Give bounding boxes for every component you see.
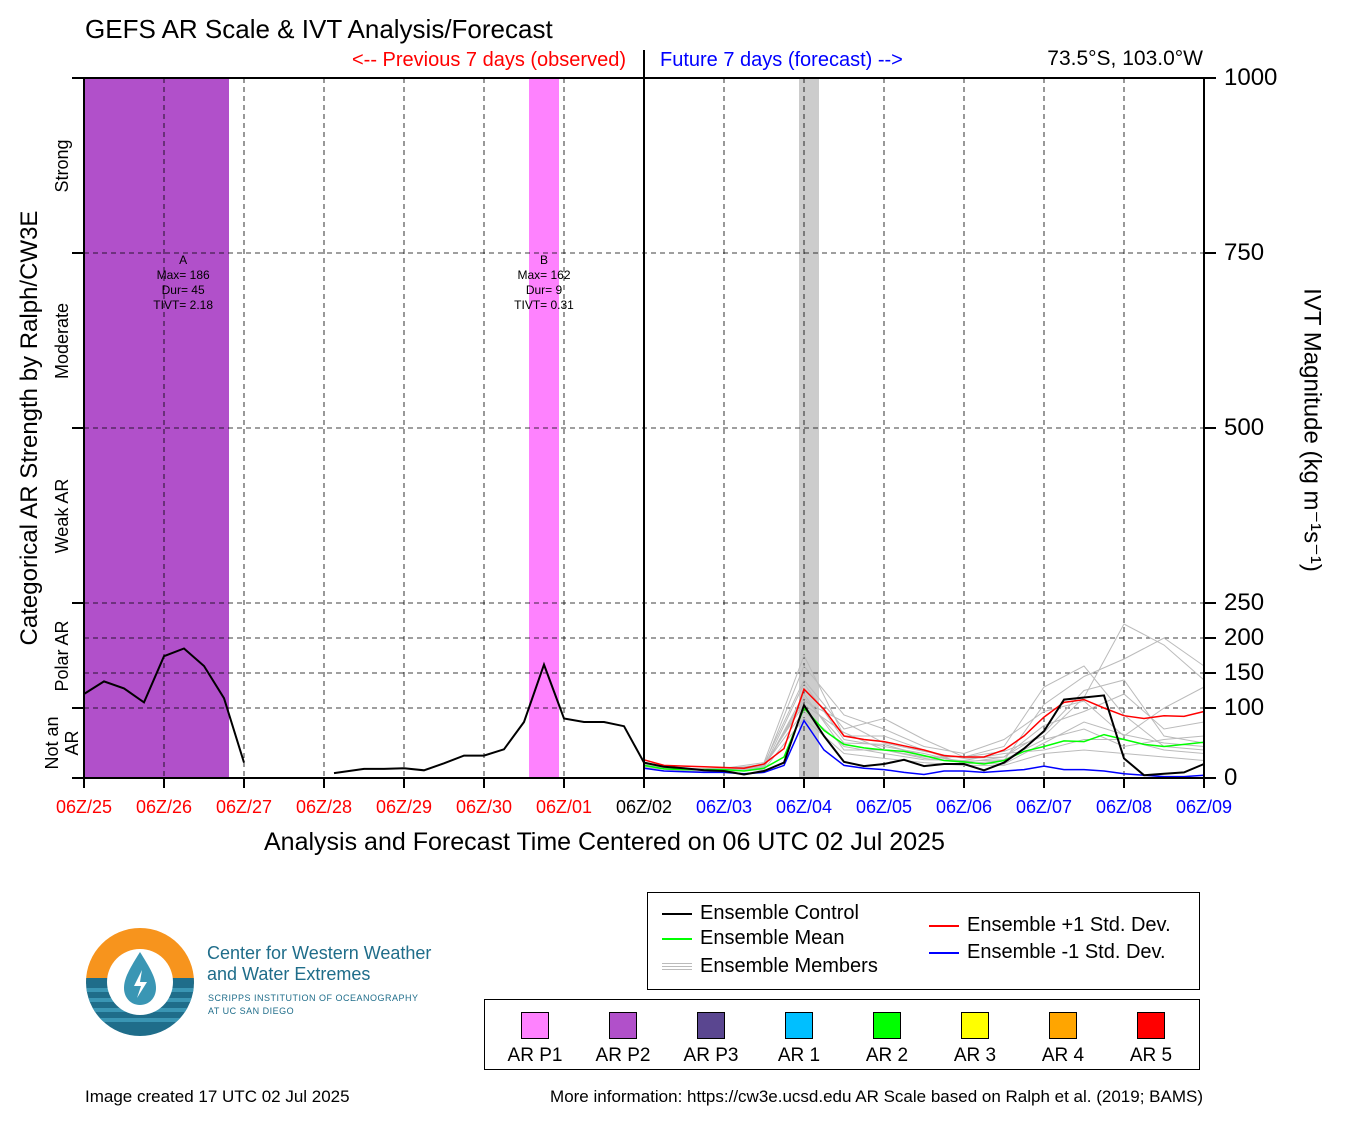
location-label: 73.5°S, 103.0°W bbox=[1047, 47, 1203, 70]
ensemble-control-line-seg1 bbox=[83, 647, 245, 763]
ar-scale-swatch bbox=[697, 1012, 725, 1039]
x-tick-label: 06Z/25 bbox=[55, 797, 113, 817]
y-tick-label: 250 bbox=[1224, 589, 1265, 616]
y-tick-label: 200 bbox=[1224, 624, 1265, 651]
ar-scale-label: AR 4 bbox=[1041, 1045, 1085, 1066]
x-tick-label: 06Z/04 bbox=[775, 797, 833, 817]
y-tick-label: 0 bbox=[1224, 764, 1238, 791]
category-label: Weak AR bbox=[52, 478, 72, 553]
y-tick-label: 100 bbox=[1224, 694, 1265, 721]
x-tick-label: 06Z/27 bbox=[215, 797, 273, 817]
logo-sub-line1: SCRIPPS INSTITUTION OF OCEANOGRAPHY bbox=[208, 993, 419, 1003]
y-tick-label: 500 bbox=[1224, 414, 1265, 441]
x-tick-label: 06Z/29 bbox=[375, 797, 433, 817]
ensemble-member-line-4 bbox=[643, 710, 1205, 771]
y-tick-label: 1000 bbox=[1224, 64, 1278, 91]
footer-created: Image created 17 UTC 02 Jul 2025 bbox=[85, 1087, 350, 1106]
ar-scale-swatch bbox=[1137, 1012, 1165, 1039]
ar-scale-swatch bbox=[1049, 1012, 1077, 1039]
y-axis-label-left: Categorical AR Strength by Ralph/CW3E bbox=[16, 210, 43, 646]
x-tick-label: 06Z/02 bbox=[615, 797, 673, 817]
x-tick-label: 06Z/09 bbox=[1175, 797, 1233, 817]
legend-minus-std-label: Ensemble -1 Std. Dev. bbox=[967, 941, 1166, 963]
ar-scale-item: AR 3 bbox=[935, 1012, 1015, 1067]
ar-scale-legend: AR P1 AR P2 AR P3 AR 1 AR 2 AR 3 AR 4 AR 5 bbox=[484, 999, 1200, 1070]
footer-info: More information: https://cw3e.ucsd.edu … bbox=[550, 1087, 1203, 1106]
ar-event-annotation-A: A Max= 186 Dur= 45 TIVT= 2.18 bbox=[153, 253, 214, 312]
ar-scale-label: AR 5 bbox=[1129, 1045, 1173, 1066]
x-tick-label: 06Z/08 bbox=[1095, 797, 1153, 817]
ar-scale-item: AR 4 bbox=[1023, 1012, 1103, 1067]
category-label: Moderate bbox=[52, 302, 72, 379]
x-tick-label: 06Z/06 bbox=[935, 797, 993, 817]
ar-scale-label: AR P2 bbox=[595, 1045, 651, 1066]
logo-name-line2: and Water Extremes bbox=[207, 964, 371, 984]
x-tick-label: 06Z/03 bbox=[695, 797, 753, 817]
future-period-label: Future 7 days (forecast) --> bbox=[660, 49, 903, 71]
logo-sub-line2: AT UC SAN DIEGO bbox=[208, 1006, 295, 1016]
ar-scale-item: AR P2 bbox=[583, 1012, 663, 1067]
ar-event-annotation-B: B Max= 162 Dur= 9 TIVT= 0.31 bbox=[514, 253, 574, 312]
x-tick-label: 06Z/30 bbox=[455, 797, 513, 817]
cw3e-logo bbox=[86, 928, 194, 1036]
x-tick-label: 06Z/01 bbox=[535, 797, 593, 817]
ensemble-member-line-6 bbox=[643, 665, 1205, 771]
legend-plus-std: Ensemble +1 Std. Dev. bbox=[929, 914, 1171, 937]
ensemble-1-std-dev-line bbox=[643, 687, 1205, 769]
chart-title: GEFS AR Scale & IVT Analysis/Forecast bbox=[85, 14, 553, 44]
ar-scale-label: AR 1 bbox=[777, 1045, 821, 1066]
legend-members: Ensemble Members bbox=[662, 955, 878, 978]
ar-scale-label: AR P3 bbox=[683, 1045, 739, 1066]
ar-scale-label: AR 2 bbox=[865, 1045, 909, 1066]
ar-scale-swatch bbox=[873, 1012, 901, 1039]
legend-plus-std-label: Ensemble +1 Std. Dev. bbox=[967, 914, 1171, 936]
ar-scale-swatch bbox=[961, 1012, 989, 1039]
ar-scale-label: AR 3 bbox=[953, 1045, 997, 1066]
ar-scale-swatch bbox=[785, 1012, 813, 1039]
legend-minus-std-swatch bbox=[929, 951, 959, 954]
category-label: Polar AR bbox=[52, 619, 72, 692]
ensemble-control-line-seg2 bbox=[333, 661, 1205, 777]
ar-scale-item: AR 1 bbox=[759, 1012, 839, 1067]
logo-name-line1: Center for Western Weather bbox=[207, 943, 432, 963]
y-axis-label-right: IVT Magnitude (kg m⁻¹s⁻¹) bbox=[1298, 288, 1326, 572]
category-label: Strong bbox=[52, 138, 72, 193]
x-tick-label: 06Z/28 bbox=[295, 797, 353, 817]
legend-control-label: Ensemble Control bbox=[700, 902, 859, 924]
x-tick-label: 06Z/05 bbox=[855, 797, 913, 817]
legend-mean-swatch bbox=[662, 937, 692, 940]
x-tick-label: 06Z/26 bbox=[135, 797, 193, 817]
previous-period-label: <-- Previous 7 days (observed) bbox=[351, 49, 626, 71]
category-label: Not an AR bbox=[42, 716, 82, 770]
ar-scale-item: AR P3 bbox=[671, 1012, 751, 1067]
legend-plus-std-swatch bbox=[929, 924, 959, 927]
legend-members-swatch bbox=[662, 962, 692, 971]
x-tick-label: 06Z/07 bbox=[1015, 797, 1073, 817]
legend-mean-label: Ensemble Mean bbox=[700, 927, 845, 949]
legend-control: Ensemble Control bbox=[662, 902, 859, 925]
ar-scale-item: AR 2 bbox=[847, 1012, 927, 1067]
line-legend: Ensemble Control Ensemble Mean Ensemble … bbox=[647, 892, 1200, 990]
legend-members-label: Ensemble Members bbox=[700, 955, 878, 977]
legend-mean: Ensemble Mean bbox=[662, 927, 845, 950]
x-axis-label: Analysis and Forecast Time Centered on 0… bbox=[264, 828, 945, 856]
ar-scale-swatch bbox=[609, 1012, 637, 1039]
y-tick-label: 150 bbox=[1224, 659, 1265, 686]
legend-control-swatch bbox=[662, 912, 692, 915]
legend-minus-std: Ensemble -1 Std. Dev. bbox=[929, 941, 1166, 964]
ar-scale-label: AR P1 bbox=[507, 1045, 563, 1066]
ar-scale-item: AR 5 bbox=[1111, 1012, 1191, 1067]
ensemble-mean-line bbox=[643, 706, 1205, 772]
ar-scale-item: AR P1 bbox=[495, 1012, 575, 1067]
ar-scale-swatch bbox=[521, 1012, 549, 1039]
y-tick-label: 750 bbox=[1224, 239, 1265, 266]
